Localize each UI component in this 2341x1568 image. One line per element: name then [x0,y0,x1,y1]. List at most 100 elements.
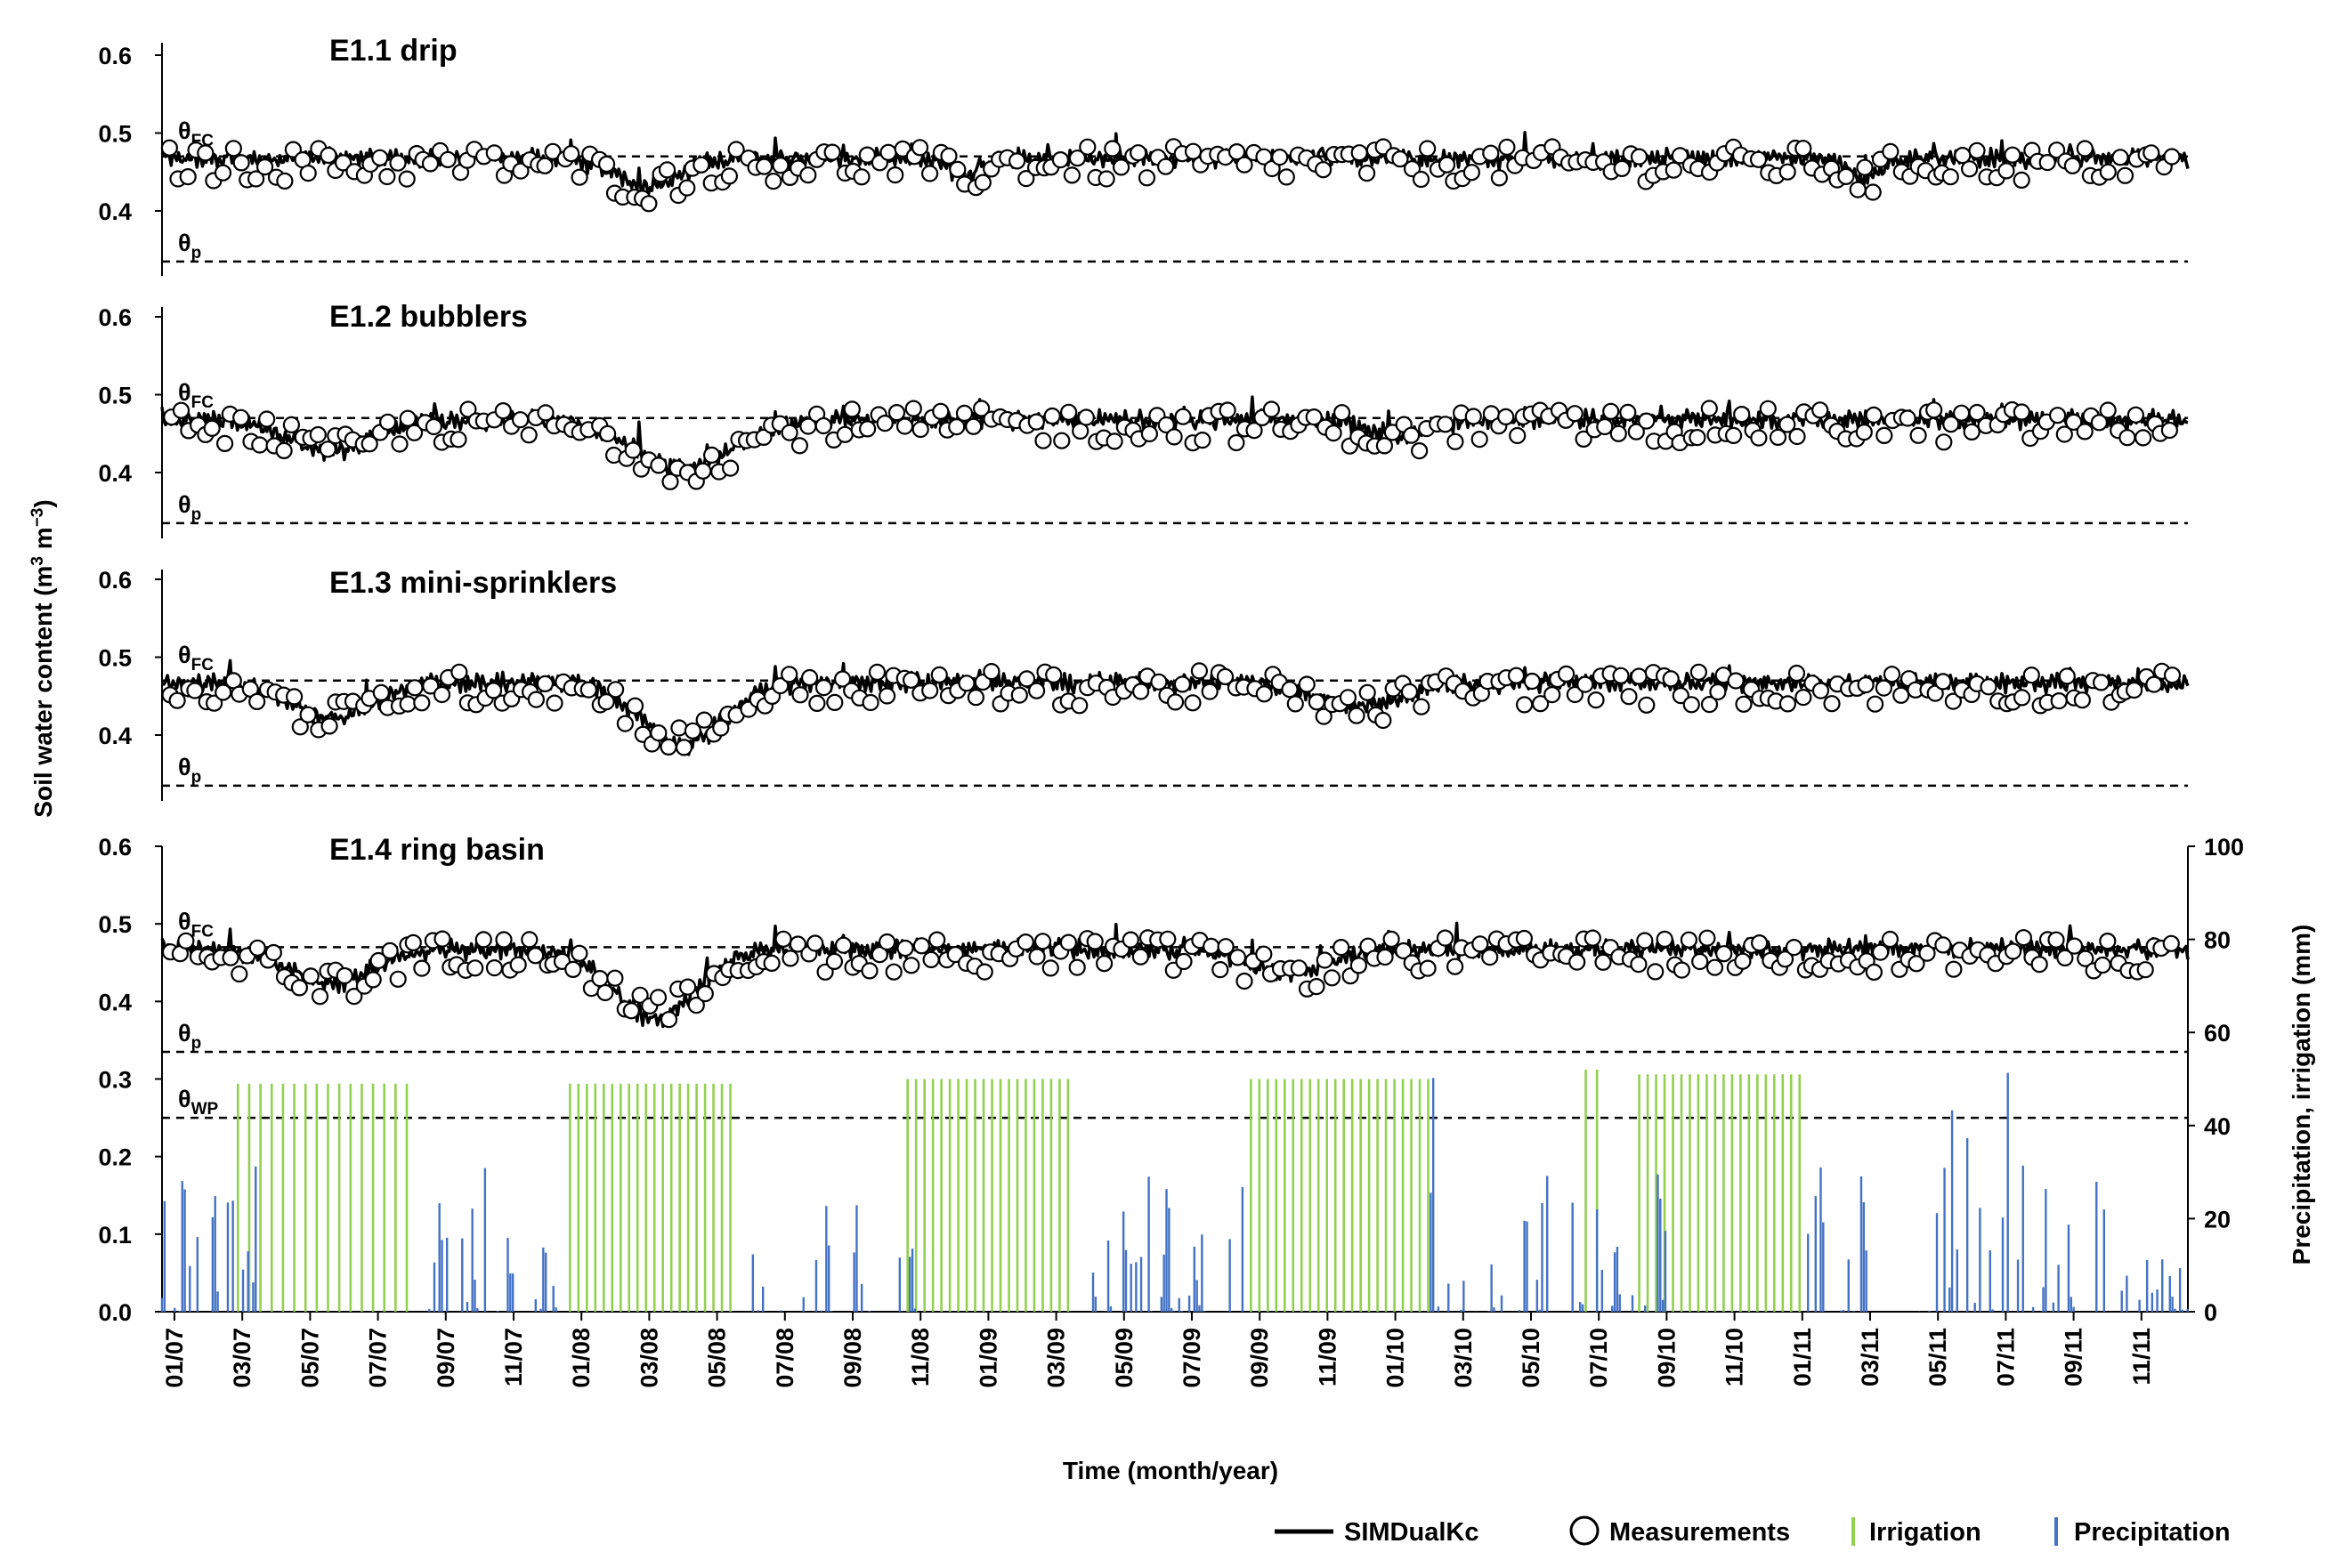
measurement-point [1175,952,1193,971]
measurement-point [1184,694,1202,712]
measurement-point [675,739,693,756]
measurement-point [404,934,422,952]
measurement-point [320,717,338,735]
measurement-point [1140,424,1159,443]
measurement-point [1566,685,1584,704]
measurement-point [256,158,274,176]
x-tick-label: 11/07 [500,1328,527,1386]
y-tick-label: 0.1 [98,1222,132,1249]
measurement-point [721,459,740,477]
x-tick-label: 09/11 [2061,1328,2087,1386]
y-tick-label: 0.5 [98,121,132,148]
measurement-point [1263,159,1281,178]
measurement-point [862,693,879,712]
measurement-point [1698,929,1716,947]
measurement-point [1968,403,1986,422]
measurement-point [670,719,688,737]
measurement-point [712,719,730,737]
measurement-point [1130,144,1147,162]
y-tick-label: 0.5 [98,383,132,409]
measurement-point [222,949,239,966]
measurement-point [976,963,993,981]
measurement-point [1059,403,1078,421]
measurement-point [1507,667,1526,684]
x-tick-label: 07/09 [1179,1328,1205,1388]
measurement-point [214,164,232,182]
measurement-point [320,146,337,165]
measurement-point [494,402,512,420]
measurement-point [1157,416,1175,434]
measurement-point [1794,688,1812,707]
measurement-point [1402,426,1421,444]
measurement-point [2055,425,2073,443]
measurement-point [2004,146,2021,164]
measurement-point [1587,691,1605,709]
measurement-point [1028,948,1046,966]
measurement-point [2022,666,2040,684]
measurement-point [1156,158,1175,175]
measurement-point [727,141,745,158]
measurement-point [1609,424,1627,442]
y-tick-label: 0.0 [98,1299,132,1326]
measurement-point [248,939,266,957]
measurement-point [1041,959,1059,977]
measurement-point [887,166,904,184]
measurement-point [485,958,504,977]
measurement-point [1883,666,1901,683]
x-axis-label: Time (month/year) [1063,1457,1278,1484]
measurement-point [965,417,983,435]
measurement-point [1298,675,1316,693]
measurement-point [1315,707,1333,725]
measurement-point [1305,408,1323,426]
measurement-point [1671,147,1689,165]
measurement-point [1245,422,1263,440]
measurement-point [1059,934,1078,951]
x-tick-label: 03/11 [1857,1328,1883,1386]
measurement-point [1017,170,1035,188]
measurement-point [972,400,991,417]
measurement-point [1068,958,1086,976]
measurement-point [1277,168,1295,186]
measurement-point [399,409,417,427]
measurement-point [1787,664,1806,683]
measurement-point [678,978,697,996]
measurement-point [928,931,946,949]
measurement-point [1705,958,1724,976]
measurement-point [1673,961,1691,979]
measurement-point [2090,414,2108,432]
measurement-point [774,930,792,948]
measurement-point [896,939,914,958]
measurement-point [1391,150,1409,168]
measurement-point [2163,148,2181,166]
measurement-point [606,681,625,699]
measurement-point [902,671,920,689]
y2-tick-label: 100 [2204,834,2244,861]
x-tick-label: 01/07 [161,1328,188,1388]
measurement-point [1358,683,1376,701]
measurement-point [2099,932,2117,950]
legend-label-precipitation: Precipitation [2074,1518,2231,1547]
measurement-point [378,167,396,186]
measurement-point [544,142,562,160]
measurement-point [806,934,824,952]
measurement-point [1837,167,1855,185]
measurement-point [2099,401,2117,419]
measurement-point [694,462,712,480]
measurement-point [1131,683,1150,700]
measurement-point [1017,670,1036,688]
measurement-point [1008,152,1026,170]
measurement-point [1159,930,1177,948]
measurement-point [512,162,530,180]
measurement-point [946,945,964,964]
measurement-point [1382,930,1400,949]
y2-tick-label: 40 [2204,1113,2231,1140]
reference-label-p: θp [178,1020,201,1053]
measurement-point [1281,681,1299,699]
measurement-point [571,168,588,186]
measurement-point [1856,158,1874,176]
measurement-point [1953,404,1971,422]
measurement-point [1017,933,1034,951]
measurement-point [1227,433,1245,452]
measurement-point [1077,408,1095,426]
measurement-point [248,692,266,711]
